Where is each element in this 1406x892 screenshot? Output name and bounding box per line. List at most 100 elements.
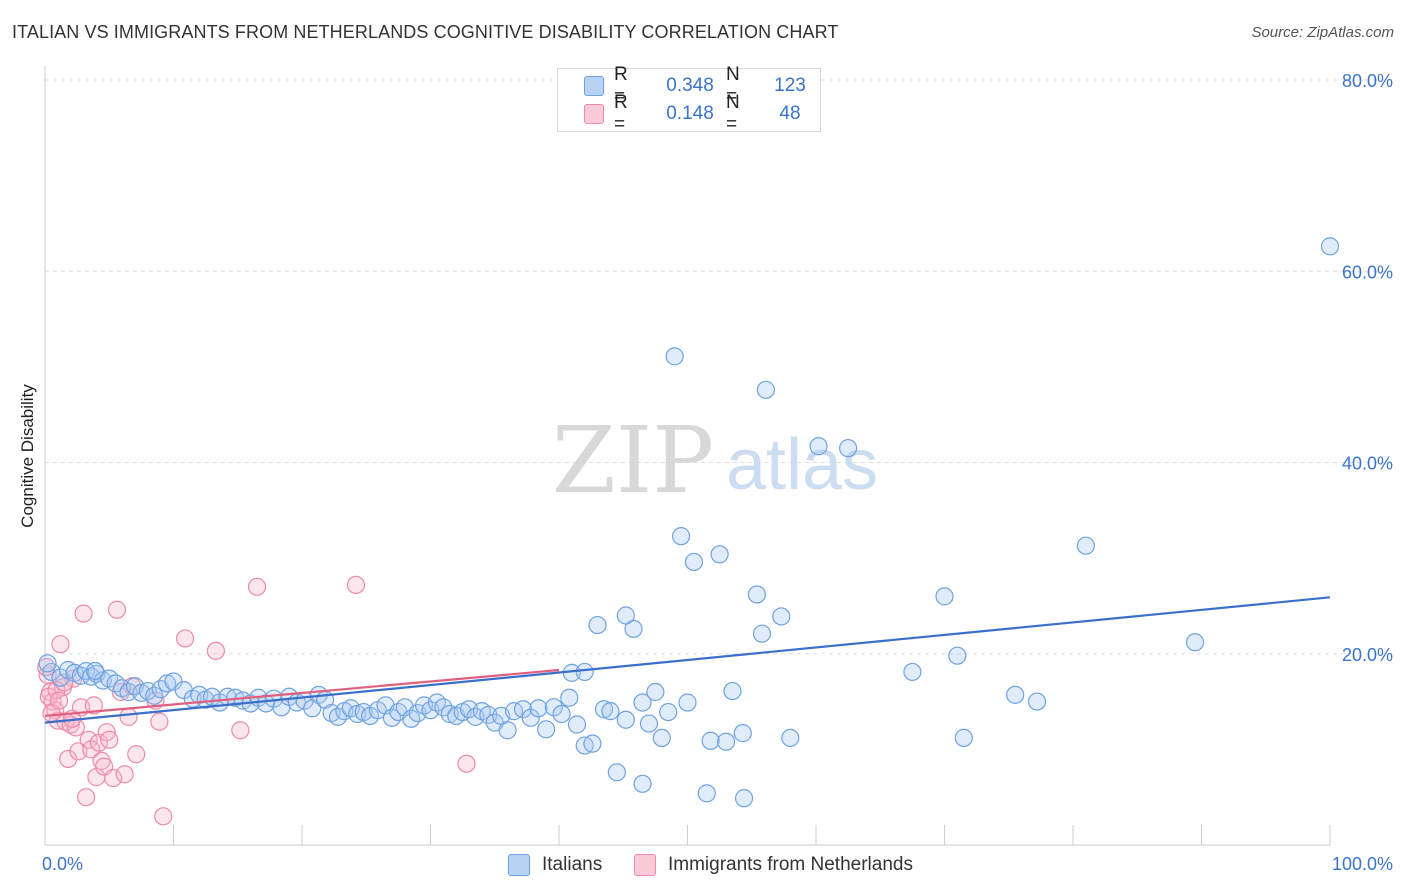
legend-label-italians: Italians (542, 854, 603, 875)
italians-point (935, 587, 954, 606)
italians-point (434, 698, 453, 717)
italians-point (639, 714, 659, 733)
r-label: R = (614, 92, 628, 135)
italians-point (560, 688, 579, 707)
italians-point (157, 674, 177, 693)
italians-point (537, 720, 556, 739)
r-value: 0.148 (666, 103, 714, 124)
italians-point (723, 681, 742, 701)
netherlands-point (154, 807, 173, 826)
x-tick-label: 0.0% (42, 854, 83, 874)
italians-point (583, 734, 602, 753)
n-label: N = (726, 92, 740, 135)
italians-point (1320, 237, 1340, 256)
italians-point (633, 693, 652, 712)
italians-point (733, 724, 752, 743)
italians-point (38, 654, 57, 673)
italians-point (671, 527, 691, 546)
legend-swatch-netherlands (634, 854, 656, 876)
legend-item-italians[interactable]: Italians (508, 852, 602, 878)
netherlands-point (150, 712, 169, 731)
y-tick-label: 20.0% (1342, 645, 1393, 665)
y-axis-label: Cognitive Disability (18, 384, 37, 528)
italians-point (624, 619, 643, 638)
italians-point (552, 704, 571, 724)
chart-title: ITALIAN VS IMMIGRANTS FROM NETHERLANDS C… (12, 22, 839, 42)
italians-point (529, 699, 548, 718)
trend-line-italians (44, 596, 1331, 724)
italians-point (646, 682, 665, 702)
watermark-atlas: atlas (726, 425, 878, 505)
netherlands-point (104, 768, 123, 788)
netherlands-point (247, 577, 267, 596)
italians-point (601, 702, 620, 721)
italians-point (678, 693, 697, 712)
netherlands-point (84, 696, 103, 715)
italians-point (588, 615, 607, 635)
series-netherlands (37, 575, 476, 826)
netherlands-point (51, 635, 70, 654)
netherlands-point (100, 730, 119, 749)
x-tick-labels: 0.0% 100.0% (42, 854, 1393, 874)
x-tick-label: 100.0% (1332, 854, 1393, 874)
italians-point (839, 439, 858, 458)
watermark-zip: ZIP (552, 407, 714, 514)
netherlands-point (50, 691, 69, 710)
n-value: 123 (774, 75, 806, 96)
italians-point (594, 700, 614, 719)
italians-point (747, 585, 766, 604)
stats-legend: R = 0.348 N = 123 R = 0.148 N = 48 (557, 64, 821, 135)
italians-point (772, 607, 791, 626)
watermark: ZIP atlas (552, 407, 878, 514)
italians-point (633, 774, 652, 793)
legend-swatch-netherlands (584, 104, 604, 124)
italians-point (903, 662, 922, 682)
italians-point (521, 708, 540, 727)
gridlines (45, 79, 1392, 655)
italians-point (1185, 633, 1205, 652)
italians-point (734, 789, 754, 808)
netherlands-point (231, 721, 250, 740)
italians-point (1006, 685, 1025, 704)
italians-point (498, 721, 517, 740)
italians-point (781, 728, 800, 748)
r-value: 0.348 (666, 75, 714, 96)
italians-point (752, 624, 772, 643)
legend-label-netherlands: Immigrants from Netherlands (668, 854, 913, 875)
legend-item-netherlands[interactable]: Immigrants from Netherlands (634, 852, 913, 878)
italians-point (954, 728, 973, 748)
legend-swatch-italians (584, 76, 604, 96)
y-tick-label: 40.0% (1342, 454, 1393, 474)
italians-point (665, 347, 684, 366)
italians-point (684, 552, 704, 572)
r-label: R = (614, 64, 628, 107)
italians-point (51, 668, 70, 687)
netherlands-point (59, 749, 78, 769)
netherlands-point (175, 629, 195, 648)
italians-point (716, 732, 736, 751)
netherlands-point (346, 575, 366, 595)
italians-point (652, 728, 671, 748)
netherlands-point (206, 641, 226, 660)
y-tick-labels: 20.0% 40.0% 60.0% 80.0% (1342, 71, 1393, 665)
italians-point (616, 606, 635, 625)
italians-point (575, 662, 594, 682)
netherlands-point (127, 745, 146, 764)
italians-point (145, 686, 164, 705)
italians-point (697, 784, 716, 803)
netherlands-point (74, 604, 93, 623)
netherlands-point (107, 600, 127, 619)
source-label: Source: ZipAtlas.com (1251, 24, 1394, 41)
netherlands-point (77, 788, 96, 807)
series-italians (38, 237, 1340, 808)
trend-line-netherlands (44, 668, 560, 718)
italians-point (607, 763, 626, 782)
italians-point (616, 710, 635, 729)
italians-point (659, 702, 678, 722)
legend-swatch-italians (508, 854, 530, 876)
italians-point (1076, 536, 1095, 555)
italians-point (701, 731, 720, 750)
italians-point (86, 661, 105, 681)
y-tick-label: 60.0% (1342, 262, 1393, 282)
